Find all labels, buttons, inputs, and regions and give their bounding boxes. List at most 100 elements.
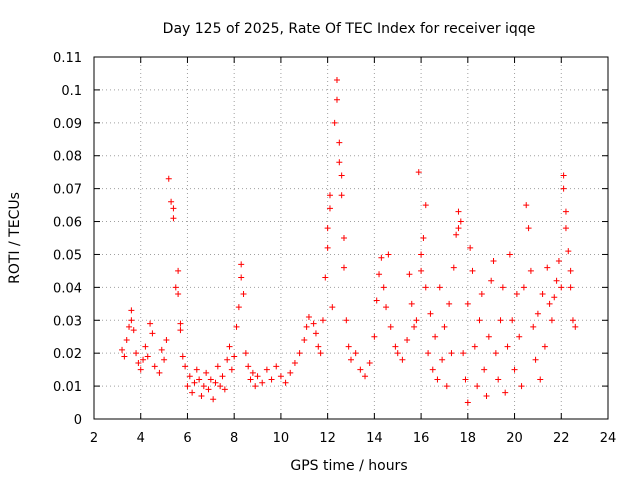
data-point	[525, 225, 532, 232]
data-point	[490, 258, 497, 265]
data-point	[242, 350, 249, 357]
data-point	[224, 356, 231, 363]
data-point	[441, 323, 448, 330]
data-point	[317, 350, 324, 357]
data-point	[333, 77, 340, 84]
data-point	[497, 317, 504, 324]
data-point	[221, 386, 228, 393]
data-point	[457, 218, 464, 225]
data-point	[357, 366, 364, 373]
y-tick-label: 0.07	[53, 183, 82, 198]
y-tick-label: 0.02	[53, 347, 82, 362]
data-point	[471, 343, 478, 350]
data-point	[443, 383, 450, 390]
data-point	[177, 327, 184, 334]
data-point	[333, 96, 340, 103]
data-point	[511, 366, 518, 373]
data-point	[534, 310, 541, 317]
data-point	[170, 215, 177, 222]
x-tick-label: 2	[90, 431, 98, 446]
data-point	[126, 323, 133, 330]
data-point	[567, 267, 574, 274]
data-point	[569, 317, 576, 324]
y-tick-label: 0.01	[53, 380, 82, 395]
data-point	[277, 373, 284, 380]
data-point	[502, 389, 509, 396]
data-point	[151, 363, 158, 370]
data-point	[492, 350, 499, 357]
data-point	[415, 169, 422, 176]
data-point	[240, 290, 247, 297]
data-point	[413, 317, 420, 324]
data-point	[177, 320, 184, 327]
data-point	[481, 366, 488, 373]
data-point	[326, 205, 333, 212]
data-point	[408, 300, 415, 307]
data-point	[331, 119, 338, 126]
y-tick-label: 0.1	[61, 84, 82, 99]
data-point	[383, 304, 390, 311]
data-point	[376, 271, 383, 278]
data-point	[130, 327, 137, 334]
data-point	[144, 353, 151, 360]
data-point	[366, 360, 373, 367]
data-point	[175, 290, 182, 297]
data-point	[184, 383, 191, 390]
data-point	[474, 383, 481, 390]
data-point	[560, 185, 567, 192]
data-point	[156, 369, 163, 376]
data-point	[448, 350, 455, 357]
data-point	[378, 254, 385, 261]
data-point	[193, 366, 200, 373]
data-point	[203, 369, 210, 376]
data-point	[238, 261, 245, 268]
data-point	[464, 300, 471, 307]
x-axis-title: GPS time / hours	[290, 458, 407, 474]
data-point	[551, 294, 558, 301]
data-point	[214, 363, 221, 370]
data-point	[345, 343, 352, 350]
data-point	[392, 343, 399, 350]
data-point	[371, 333, 378, 340]
data-point	[319, 317, 326, 324]
data-point	[404, 337, 411, 344]
data-point	[532, 356, 539, 363]
data-point	[464, 399, 471, 406]
data-point	[509, 317, 516, 324]
data-point	[520, 284, 527, 291]
data-point	[121, 353, 128, 360]
data-point	[462, 376, 469, 383]
data-point	[455, 208, 462, 215]
data-point	[301, 337, 308, 344]
y-tick-label: 0.11	[53, 51, 82, 66]
data-point	[312, 330, 319, 337]
data-point	[504, 343, 511, 350]
data-point	[233, 323, 240, 330]
x-tick-label: 20	[506, 431, 523, 446]
x-tick-label: 16	[413, 431, 430, 446]
data-point	[434, 376, 441, 383]
data-point	[394, 350, 401, 357]
data-point	[324, 244, 331, 251]
data-point	[247, 376, 254, 383]
data-point	[287, 369, 294, 376]
data-point	[544, 264, 551, 271]
data-point	[429, 366, 436, 373]
x-tick-label: 18	[460, 431, 477, 446]
y-tick-label: 0.09	[53, 117, 82, 132]
data-point	[147, 320, 154, 327]
data-point	[119, 346, 126, 353]
data-point	[567, 284, 574, 291]
y-tick-label: 0.04	[53, 281, 82, 296]
data-point	[235, 304, 242, 311]
data-point	[348, 356, 354, 363]
data-point	[175, 267, 182, 274]
data-point	[495, 376, 502, 383]
data-point	[205, 386, 212, 393]
data-point	[322, 274, 329, 281]
data-point	[523, 202, 530, 209]
data-point	[128, 307, 135, 314]
data-point	[343, 317, 350, 324]
data-point	[453, 231, 460, 238]
data-point	[128, 317, 135, 324]
